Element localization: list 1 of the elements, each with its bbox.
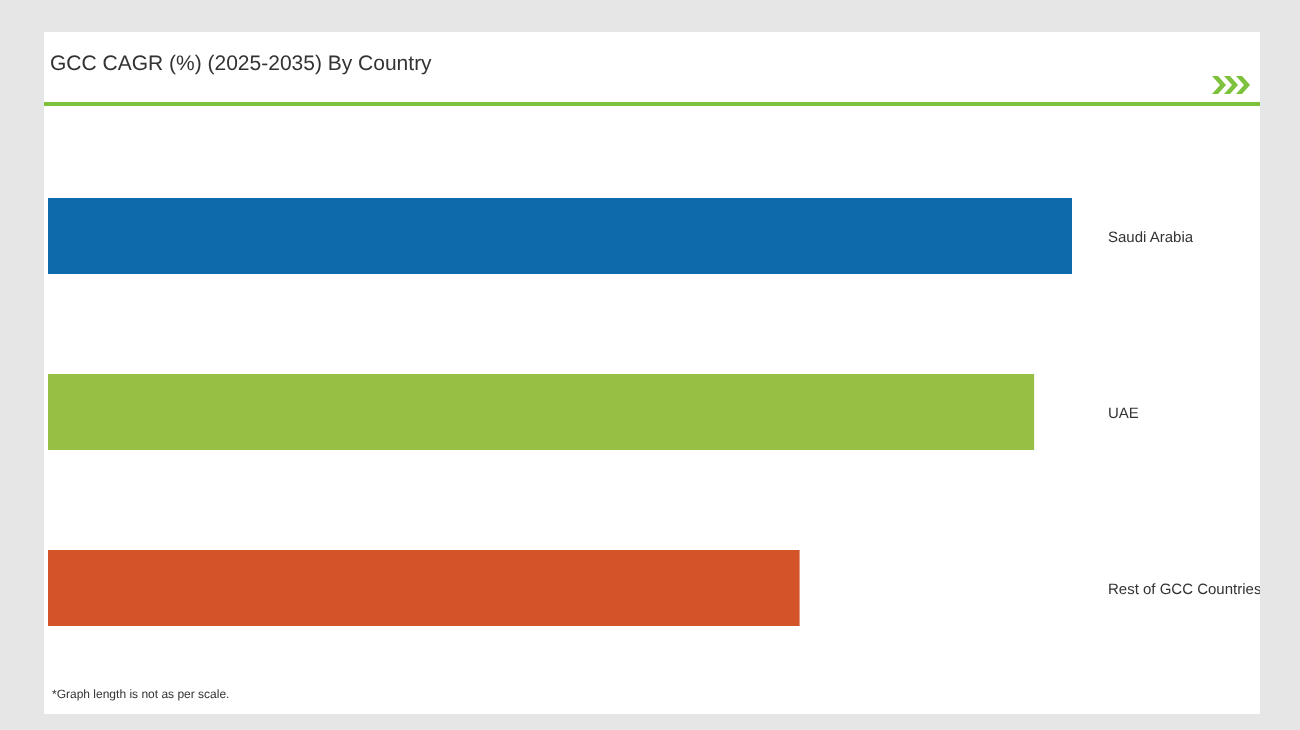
chart-title: GCC CAGR (%) (2025-2035) By Country (50, 52, 432, 76)
